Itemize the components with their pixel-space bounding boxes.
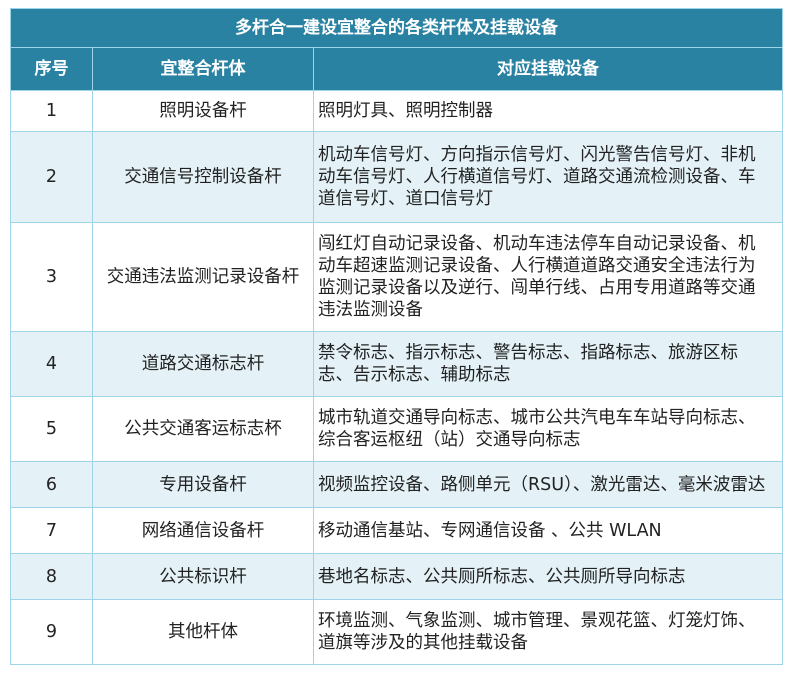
table-row: 7 网络通信设备杆 移动通信基站、专网通信设备 、公共 WLAN (10, 507, 784, 554)
devices: 禁令标志、指示标志、警告标志、指路标志、旅游区标志、告示标志、辅助标志 (312, 331, 784, 397)
table-row: 4 道路交通标志杆 禁令标志、指示标志、警告标志、指路标志、旅游区标志、告示标志、辅… (10, 331, 784, 397)
table-title: 多杆合一建设宜整合的各类杆体及挂载设备 (9, 8, 784, 48)
row-number: 8 (10, 553, 93, 600)
table-row: 5 公共交通客运标志杯 城市轨道交通导向标志、城市公共汽电车车站导向标志、综合客运枢… (10, 396, 784, 462)
pole-equipment-table: 多杆合一建设宜整合的各类杆体及挂载设备 序号 宜整合杆体 对应挂载设备 1 照明设… (9, 8, 784, 665)
devices: 巷地名标志、公共厕所标志、公共厕所导向标志 (312, 553, 784, 600)
table-row: 9 其他杆体 环境监测、气象监测、城市管理、景观花篮、灯笼灯饰、道旗等涉及的其他挂载… (10, 599, 784, 665)
pole-type: 其他杆体 (92, 599, 314, 665)
devices: 机动车信号灯、方向指示信号灯、闪光警告信号灯、非机动车信号灯、人行横道信号灯、道… (312, 131, 784, 223)
row-number: 4 (10, 331, 93, 397)
pole-type: 照明设备杆 (92, 90, 314, 132)
table-row: 1 照明设备杆 照明灯具、照明控制器 (10, 90, 784, 132)
row-number: 9 (10, 599, 93, 665)
pole-type: 网络通信设备杆 (92, 507, 314, 554)
devices: 城市轨道交通导向标志、城市公共汽电车车站导向标志、综合客运枢纽（站）交通导向标志 (312, 396, 784, 462)
row-number: 7 (10, 507, 93, 554)
row-number: 3 (10, 222, 93, 332)
column-header-no: 序号 (10, 47, 93, 91)
pole-type: 专用设备杆 (92, 461, 314, 508)
pole-type: 交通违法监测记录设备杆 (92, 222, 314, 332)
pole-type: 道路交通标志杆 (92, 331, 314, 397)
pole-type: 交通信号控制设备杆 (92, 131, 314, 223)
table-row: 2 交通信号控制设备杆 机动车信号灯、方向指示信号灯、闪光警告信号灯、非机动车信号灯… (10, 131, 784, 223)
table-row: 8 公共标识杆 巷地名标志、公共厕所标志、公共厕所导向标志 (10, 553, 784, 600)
pole-type: 公共交通客运标志杯 (92, 396, 314, 462)
table-row: 3 交通违法监测记录设备杆 闯红灯自动记录设备、机动车违法停车自动记录设备、机动车超… (10, 222, 784, 332)
header-row: 序号 宜整合杆体 对应挂载设备 (10, 47, 784, 91)
devices: 视频监控设备、路侧单元（RSU）、激光雷达、毫米波雷达 (312, 461, 784, 508)
devices: 移动通信基站、专网通信设备 、公共 WLAN (312, 507, 784, 554)
row-number: 2 (10, 131, 93, 223)
row-number: 6 (10, 461, 93, 508)
devices: 照明灯具、照明控制器 (312, 90, 784, 132)
row-number: 1 (10, 90, 93, 132)
column-header-devices: 对应挂载设备 (312, 47, 784, 91)
column-header-pole: 宜整合杆体 (92, 47, 314, 91)
pole-type: 公共标识杆 (92, 553, 314, 600)
row-number: 5 (10, 396, 93, 462)
devices: 环境监测、气象监测、城市管理、景观花篮、灯笼灯饰、道旗等涉及的其他挂载设备 (312, 599, 784, 665)
table-row: 6 专用设备杆 视频监控设备、路侧单元（RSU）、激光雷达、毫米波雷达 (10, 461, 784, 508)
devices: 闯红灯自动记录设备、机动车违法停车自动记录设备、机动车超速监测记录设备、人行横道… (312, 222, 784, 332)
